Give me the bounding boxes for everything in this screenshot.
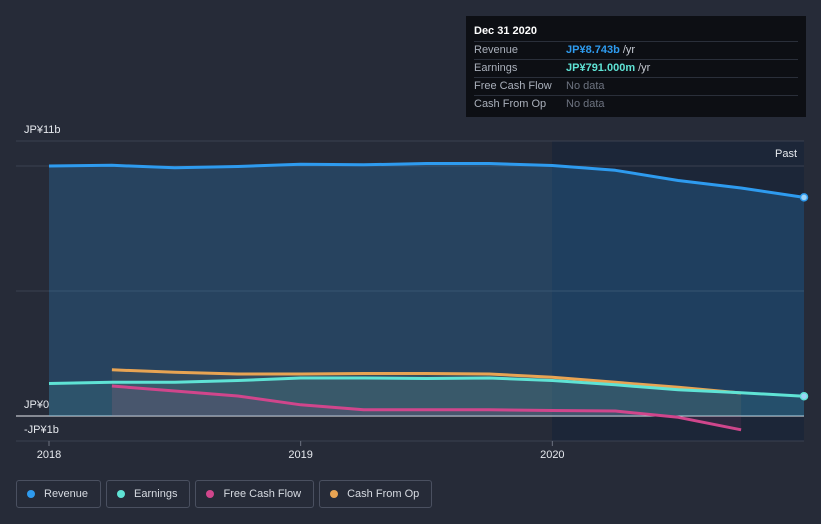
tooltip-label: Earnings	[474, 62, 518, 74]
tooltip-row-fcf: Free Cash Flow No data	[474, 77, 798, 95]
x-tick-label: 2020	[540, 449, 564, 461]
revenue-area	[49, 163, 804, 416]
legend-dot-icon	[330, 490, 339, 498]
legend-cash-from-op[interactable]: Cash From Op	[319, 480, 433, 508]
free-cash-flow-area	[111, 386, 742, 430]
legend-label: Revenue	[44, 488, 89, 500]
y-label-zero: JP¥0	[24, 399, 49, 411]
x-tick-label: 2018	[37, 449, 61, 461]
legend: Revenue Earnings Free Cash Flow Cash Fro…	[16, 480, 433, 508]
tooltip-value: No data	[566, 80, 605, 92]
legend-free-cash-flow[interactable]: Free Cash Flow	[195, 480, 315, 508]
revenue-end-point	[799, 193, 809, 202]
y-label-top: JP¥11b	[24, 124, 61, 136]
legend-revenue[interactable]: Revenue	[16, 480, 102, 508]
legend-label: Earnings	[134, 488, 178, 500]
past-label: Past	[775, 148, 797, 160]
revenue-line	[48, 162, 805, 199]
earnings-area	[49, 378, 804, 416]
tooltip-value: No data	[566, 98, 605, 110]
earnings-line	[48, 376, 805, 398]
legend-label: Free Cash Flow	[223, 488, 302, 500]
tooltip-label: Free Cash Flow	[474, 80, 552, 92]
legend-earnings[interactable]: Earnings	[106, 480, 191, 508]
tooltip-value: JP¥8.743b	[566, 44, 620, 56]
x-tick-label: 2019	[288, 449, 312, 461]
free-cash-flow-line	[111, 384, 742, 432]
tooltip-value: JP¥791.000m	[566, 62, 636, 74]
legend-dot-icon	[27, 490, 35, 498]
cash-from-op-line	[111, 368, 742, 395]
series-lines	[48, 162, 805, 432]
tooltip-row-revenue: Revenue JP¥8.743b /yr	[474, 41, 798, 59]
tooltip-label: Revenue	[474, 44, 519, 56]
earnings-end-point	[799, 391, 809, 401]
y-label-bottom: -JP¥1b	[24, 424, 59, 436]
x-axis: 2018 2019 2020	[37, 441, 565, 461]
tooltip-row-cfo: Cash From Op No data	[474, 95, 798, 113]
tooltip-row-earnings: Earnings JP¥791.000m /yr	[474, 59, 798, 77]
tooltip-unit: /yr	[638, 62, 651, 74]
series-areas	[49, 163, 804, 430]
legend-dot-icon	[206, 490, 215, 498]
tooltip-unit: /yr	[622, 44, 636, 56]
tooltip-date: Dec 31 2020	[474, 25, 537, 37]
legend-label: Cash From Op	[347, 488, 420, 500]
tooltip: Dec 31 2020 Revenue JP¥8.743b /yr Earnin…	[466, 16, 806, 117]
tooltip-label: Cash From Op	[474, 98, 547, 110]
series-end-dots	[799, 193, 809, 401]
legend-dot-icon	[117, 490, 126, 498]
